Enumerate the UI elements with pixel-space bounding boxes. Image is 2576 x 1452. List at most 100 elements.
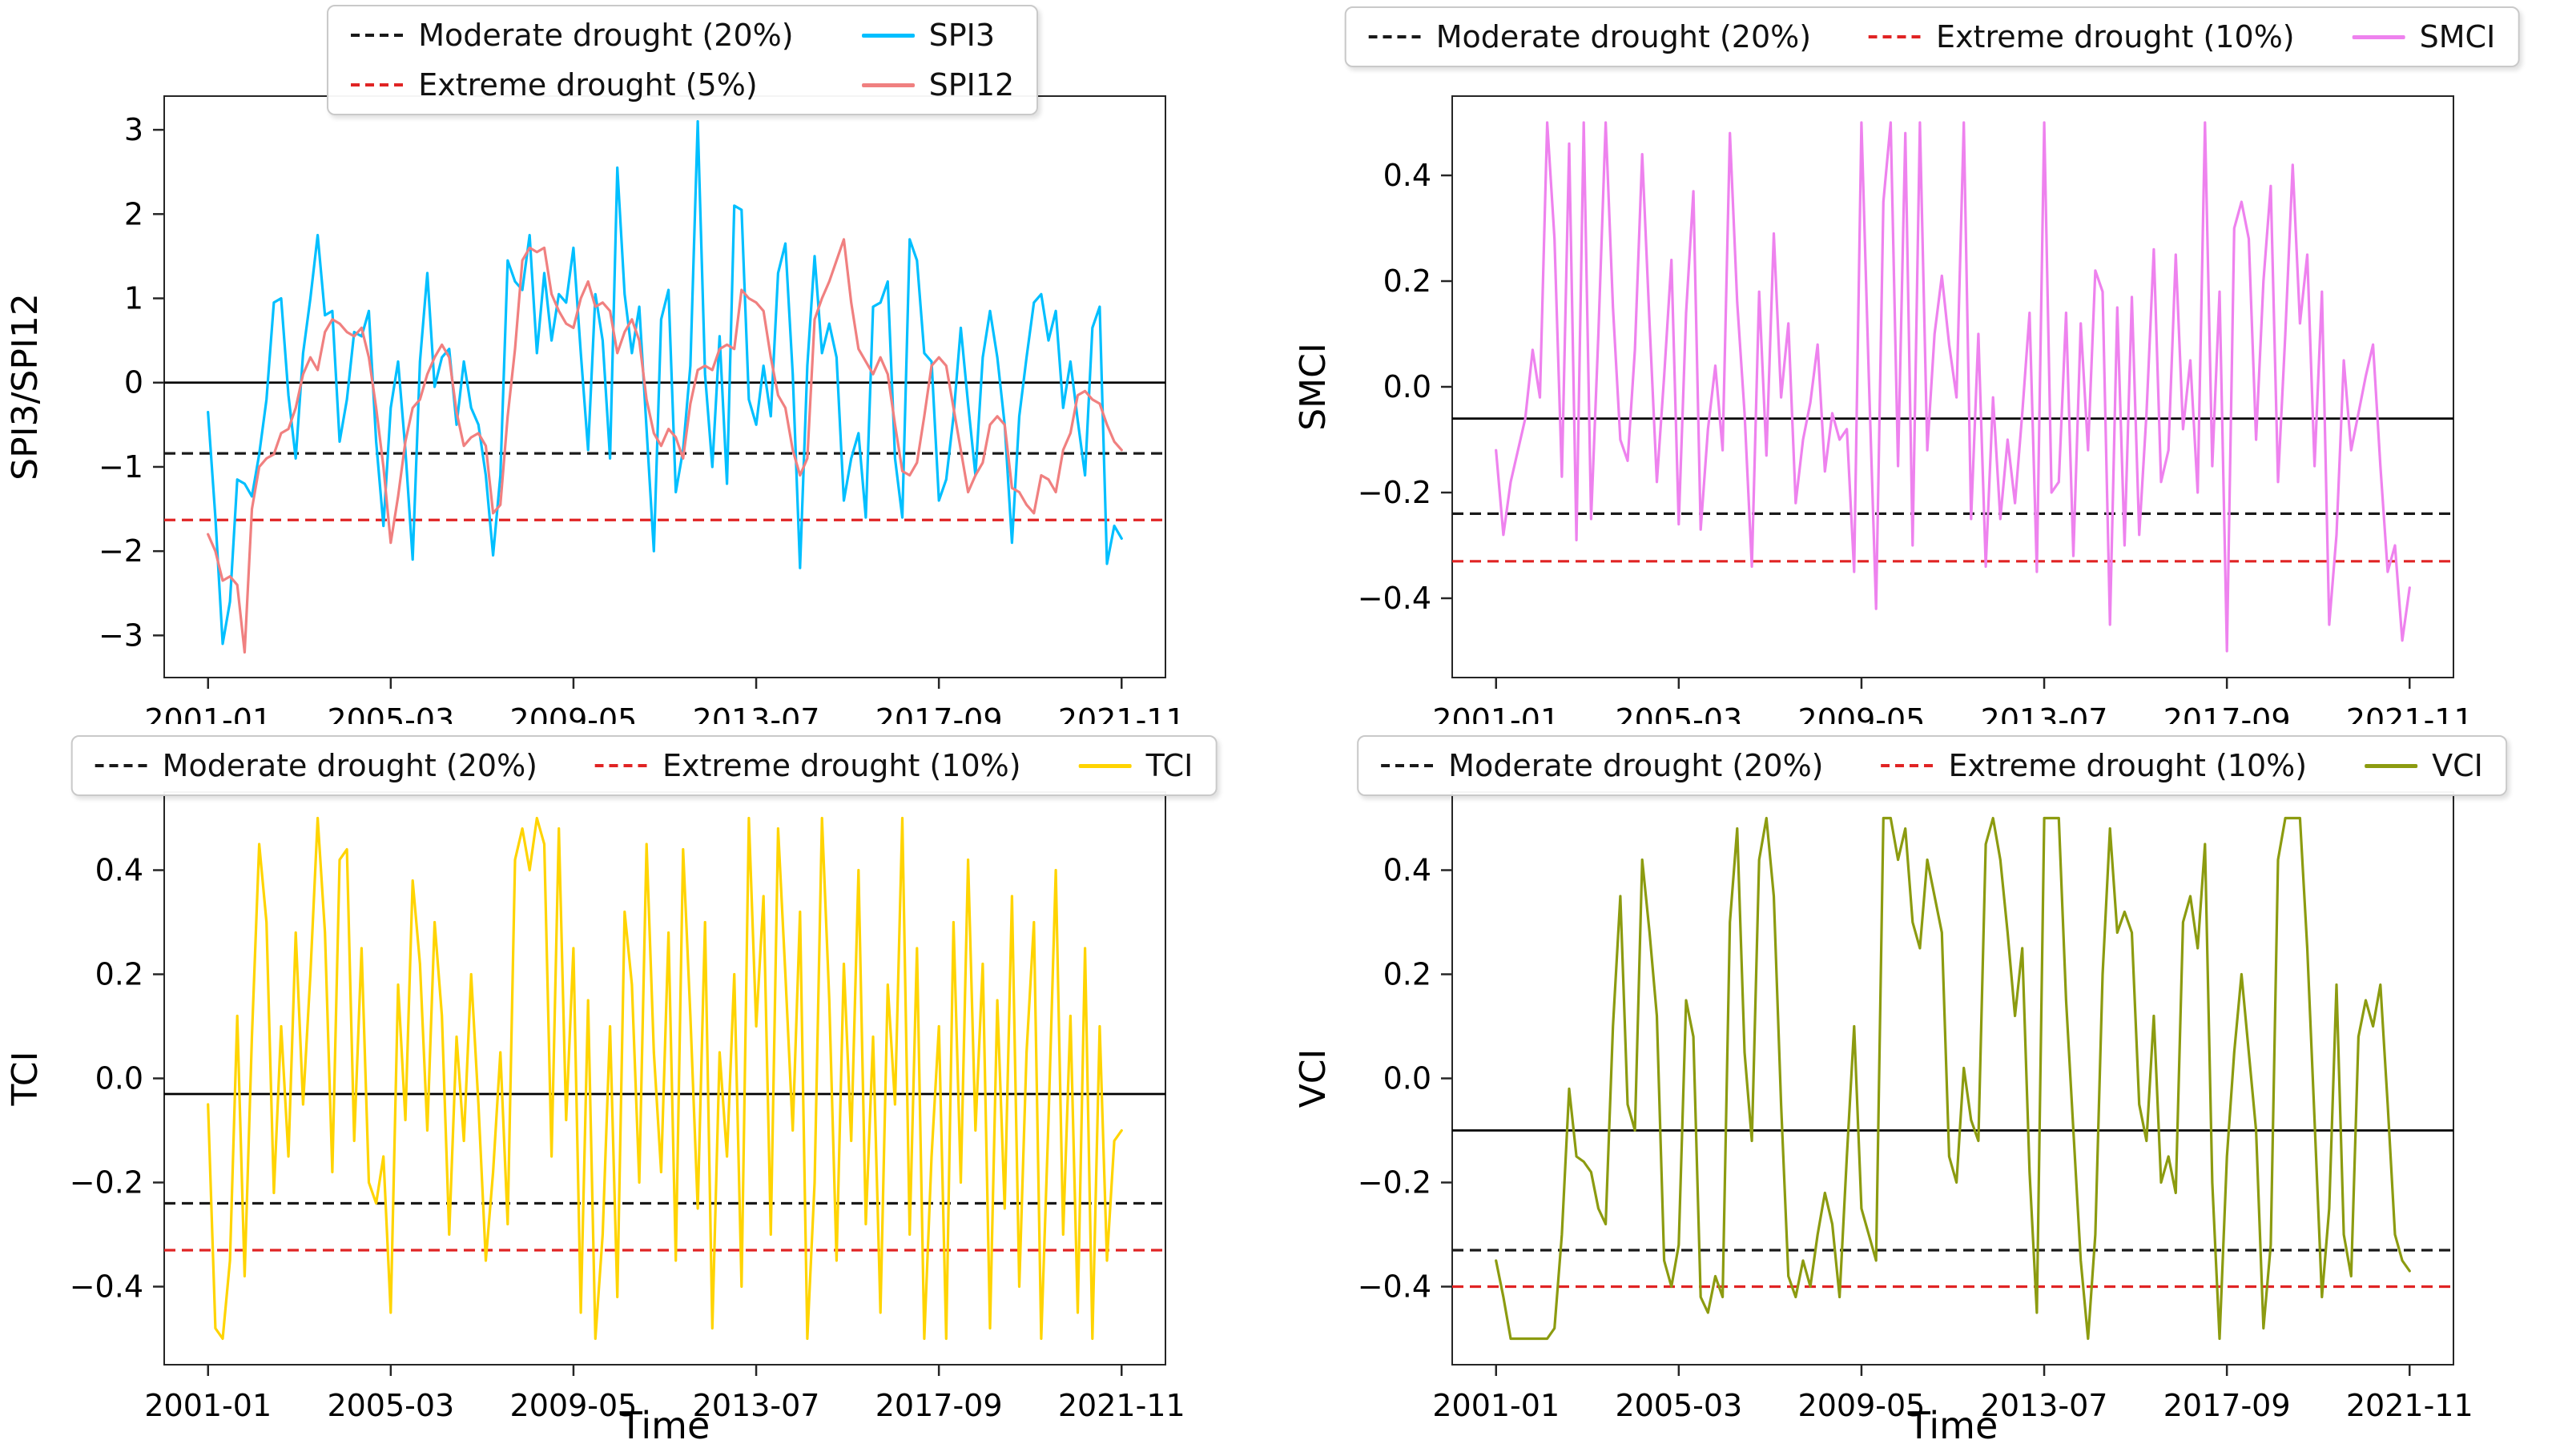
- legend-entry: Moderate drought (20%): [351, 18, 794, 53]
- x-tick-label: 2009-05: [510, 1388, 638, 1423]
- legend-entry: VCI: [2365, 748, 2483, 783]
- legend-spi: Moderate drought (20%) Extreme drought (5…: [327, 5, 1039, 115]
- y-axis-label: SMCI: [1293, 343, 1334, 431]
- dashed-line-swatch: [595, 764, 649, 767]
- x-tick-label: 2005-03: [327, 1388, 454, 1423]
- y-tick-label: −0.4: [70, 1269, 143, 1305]
- y-tick-label: 0.0: [95, 1061, 143, 1096]
- dashed-line-swatch: [351, 34, 405, 37]
- y-tick-label: 1: [124, 281, 143, 316]
- y-tick-label: −0.2: [1358, 475, 1431, 510]
- legend-label: Extreme drought (5%): [418, 67, 758, 103]
- legend-label: Moderate drought (20%): [1448, 748, 1824, 783]
- legend-entry: SMCI: [2352, 19, 2496, 54]
- y-tick-label: −0.2: [70, 1165, 143, 1201]
- y-tick-label: 0: [124, 365, 143, 400]
- y-tick-label: 0.0: [1383, 369, 1431, 404]
- line-swatch: [2352, 34, 2405, 39]
- x-tick-label: 2005-03: [1615, 1388, 1742, 1423]
- dashed-line-swatch: [1869, 35, 1922, 38]
- series-tci: [207, 816, 1123, 1341]
- legend-label: Moderate drought (20%): [418, 18, 794, 53]
- y-tick-label: 0.0: [1383, 1061, 1431, 1096]
- legend-entry: Extreme drought (10%): [1869, 19, 2295, 54]
- x-axis-label: Time: [619, 1404, 710, 1447]
- y-tick-label: −0.2: [1358, 1165, 1431, 1201]
- x-tick-label: 2009-05: [1798, 1388, 1926, 1423]
- y-tick-label: −0.4: [1358, 581, 1431, 616]
- x-tick-label: 2013-07: [693, 1388, 820, 1423]
- legend-label: VCI: [2432, 748, 2483, 783]
- y-tick-label: −1: [99, 449, 143, 485]
- legend-smci: Moderate drought (20%) Extreme drought (1…: [1344, 6, 2520, 67]
- chart-spi: 3 2 1 0 −1 −2 −3 2001-01 2005-03 2009-05 2013-07 20…: [5, 95, 1185, 738]
- legend-entry: TCI: [1078, 748, 1193, 783]
- legend-label: SMCI: [2419, 19, 2496, 54]
- line-swatch: [861, 33, 915, 38]
- chart-smci: 0.4 0.2 0.0 −0.2 −0.4 2001-01 2005-03 2009-05 20…: [1293, 95, 2473, 738]
- plot-border: [163, 95, 1166, 678]
- dashed-line-swatch: [1381, 764, 1435, 767]
- x-tick-label: 2009-05: [510, 702, 638, 724]
- y-tick-label: −0.4: [1358, 1269, 1431, 1305]
- x-tick-label: 2021-11: [1058, 1388, 1185, 1423]
- line-swatch: [1078, 763, 1132, 768]
- legend-label: Moderate drought (20%): [162, 748, 538, 783]
- y-tick-label: 0.4: [1383, 158, 1431, 193]
- x-tick-label: 2013-07: [1981, 702, 2108, 724]
- x-tick-label: 2005-03: [1615, 702, 1742, 724]
- legend-entry: Extreme drought (5%): [351, 67, 793, 103]
- x-tick-label: 2001-01: [144, 702, 272, 724]
- legend-tci: Moderate drought (20%) Extreme drought (1…: [70, 735, 1218, 796]
- x-tick-label: 2013-07: [1981, 1388, 2108, 1423]
- line-swatch: [861, 82, 915, 87]
- y-tick-label: 0.2: [95, 957, 143, 992]
- y-tick-label: −3: [99, 617, 143, 653]
- y-tick-label: 0.4: [95, 853, 143, 888]
- x-axis-label: Time: [1907, 1404, 1998, 1447]
- legend-label: SPI3: [928, 18, 996, 53]
- legend-entry: SPI12: [861, 67, 1015, 103]
- x-tick-label: 2021-11: [1058, 702, 1185, 724]
- x-tick-label: 2021-11: [2346, 1388, 2473, 1423]
- x-tick-label: 2005-03: [327, 702, 454, 724]
- dashed-line-swatch: [351, 83, 405, 86]
- panel-tci: Moderate drought (20%) Extreme drought (1…: [0, 724, 1288, 1449]
- legend-label: SPI12: [928, 67, 1015, 103]
- x-tick-label: 2009-05: [1798, 702, 1926, 724]
- legend-label: Moderate drought (20%): [1435, 19, 1812, 54]
- series-vci: [1495, 816, 2411, 1341]
- y-tick-label: 0.2: [1383, 957, 1431, 992]
- y-tick-label: 2: [124, 196, 143, 231]
- y-axis-label: VCI: [1293, 1049, 1334, 1108]
- x-tick-label: 2001-01: [1432, 1388, 1560, 1423]
- panel-vci: Moderate drought (20%) Extreme drought (1…: [1288, 724, 2576, 1449]
- x-tick-label: 2001-01: [1432, 702, 1560, 724]
- legend-entry: Moderate drought (20%): [1368, 19, 1812, 54]
- series-smci: [1495, 121, 2411, 653]
- y-tick-label: 0.2: [1383, 263, 1431, 299]
- line-swatch: [2365, 763, 2418, 768]
- legend-label: Extreme drought (10%): [662, 748, 1021, 783]
- y-tick-label: 3: [124, 112, 143, 147]
- chart-vci: 0.4 0.2 0.0 −0.2 −0.4 2001-01 2005-03 2009-05 20…: [1293, 791, 2473, 1447]
- y-axis-label: SPI3/SPI12: [5, 293, 46, 481]
- dashed-line-swatch: [1368, 35, 1422, 38]
- chart-tci: 0.4 0.2 0.0 −0.2 −0.4 2001-01 2005-03 2009-05 20…: [5, 791, 1185, 1447]
- dashed-line-swatch: [95, 764, 148, 767]
- series-spi12: [207, 238, 1123, 654]
- panel-smci: Moderate drought (20%) Extreme drought (1…: [1288, 0, 2576, 738]
- legend-label: TCI: [1145, 748, 1193, 783]
- x-tick-label: 2017-09: [2163, 1388, 2291, 1423]
- panel-spi: Moderate drought (20%) Extreme drought (5…: [0, 0, 1288, 738]
- x-tick-label: 2013-07: [693, 702, 820, 724]
- y-tick-label: −2: [99, 533, 143, 569]
- legend-label: Extreme drought (10%): [1936, 19, 2295, 54]
- legend-label: Extreme drought (10%): [1948, 748, 2308, 783]
- legend-entry: Moderate drought (20%): [95, 748, 537, 783]
- x-tick-label: 2017-09: [2163, 702, 2291, 724]
- series-spi3: [207, 120, 1123, 646]
- x-tick-label: 2017-09: [875, 1388, 1003, 1423]
- legend-entry: Extreme drought (10%): [595, 748, 1021, 783]
